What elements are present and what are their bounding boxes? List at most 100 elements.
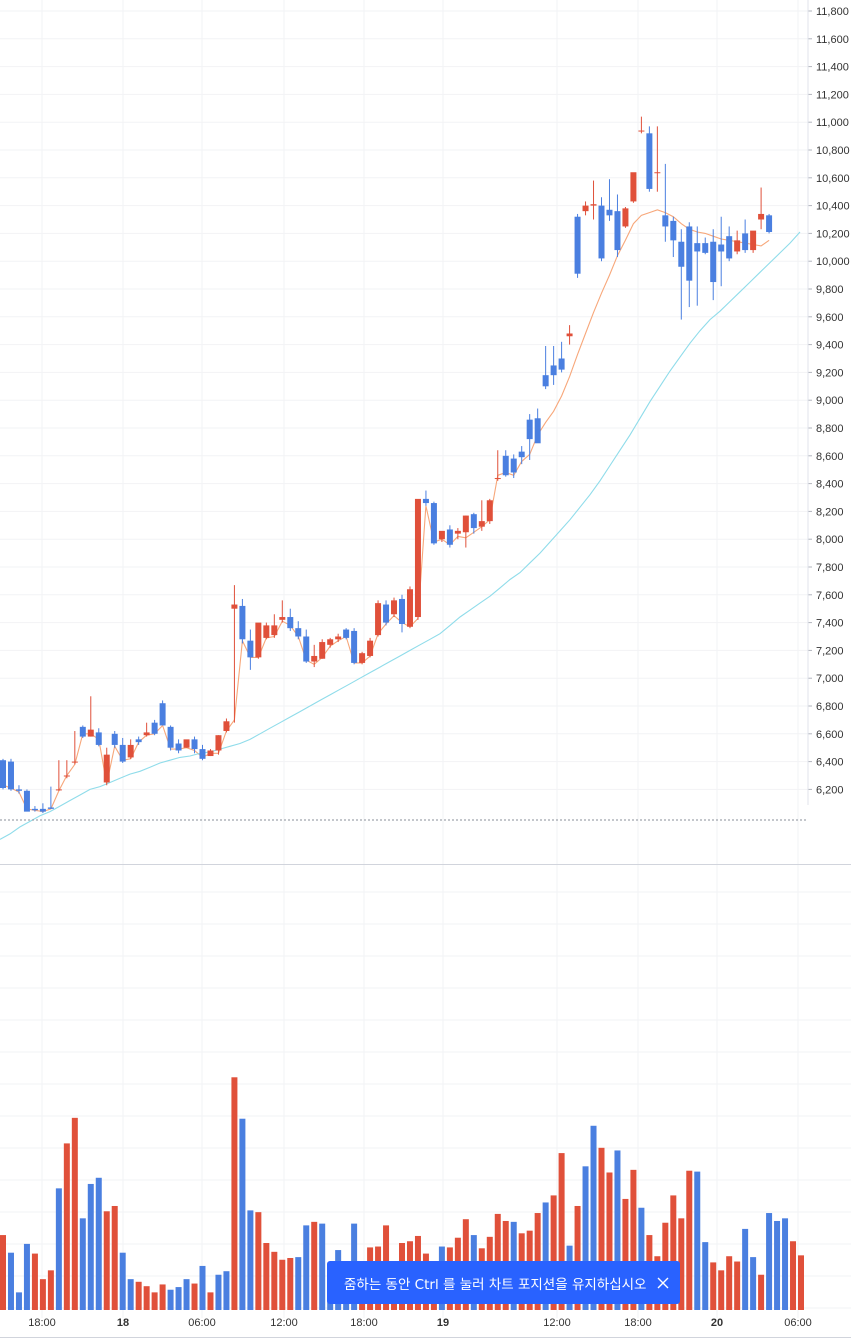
candle (231, 585, 238, 723)
volume-bar (263, 1243, 270, 1310)
volume-bar (574, 1205, 581, 1310)
candle (287, 608, 294, 631)
candle (0, 758, 6, 790)
volume-bar (710, 1262, 717, 1310)
volume-bar (151, 1292, 158, 1310)
candle (526, 414, 533, 460)
candle (119, 737, 126, 763)
price-tick-label: 10,400 (816, 201, 850, 213)
price-axis[interactable]: 11,800 11,600 11,400 11,200 11,000 10,800 10,6… (808, 6, 850, 796)
candle (175, 739, 182, 754)
volume-bar (0, 1235, 6, 1310)
candle-body (207, 750, 214, 757)
candle (726, 226, 733, 262)
price-tick-label: 7,000 (816, 673, 844, 685)
candle-body (263, 625, 270, 638)
candle-body (558, 358, 565, 370)
time-tick-label: 18:00 (28, 1317, 56, 1329)
time-axis[interactable]: 18:00 18 06:00 12:00 18:00 19 12:00 18:00 20 06:0… (28, 1317, 812, 1329)
price-tick-label: 9,400 (816, 340, 844, 352)
volume-bar (287, 1257, 294, 1310)
time-tick-label: 06:00 (188, 1317, 216, 1329)
volume-bar (175, 1287, 182, 1310)
candle-body (271, 625, 278, 636)
price-tick-label: 9,600 (816, 312, 844, 324)
candle-body (734, 240, 741, 252)
candle-body (95, 732, 102, 745)
candle-body (191, 739, 198, 750)
candle-body (0, 760, 6, 789)
price-tick-label: 6,200 (816, 784, 844, 796)
candle (502, 450, 509, 477)
candle-body (367, 640, 374, 656)
candle (327, 637, 334, 648)
volume-bar (135, 1281, 142, 1310)
candle-body (239, 605, 246, 640)
candle (151, 719, 158, 736)
candle-body (574, 216, 581, 274)
candle (319, 639, 326, 659)
candle-body (343, 629, 350, 638)
time-tick-label: 12:00 (270, 1317, 298, 1329)
volume-bar (87, 1183, 94, 1310)
volume-bar (207, 1292, 214, 1310)
candle-body (23, 790, 30, 812)
candle (654, 126, 661, 192)
candle (678, 229, 685, 320)
candle-body (295, 628, 302, 637)
ma-short-line (2, 209, 770, 813)
volume-bar (558, 1153, 565, 1310)
volume-bar (718, 1270, 725, 1310)
candle-body (622, 208, 629, 227)
candle-body (478, 521, 485, 527)
volume-bar (7, 1252, 14, 1310)
candle-body (287, 617, 294, 629)
candle (343, 628, 350, 640)
time-tick-label: 12:00 (543, 1317, 571, 1329)
price-tick-label: 11,400 (816, 62, 849, 74)
candle-body (494, 478, 501, 480)
volume-bar (550, 1195, 557, 1310)
candle-body (550, 365, 557, 376)
candle-body (127, 744, 134, 758)
candle-body (686, 226, 693, 281)
candle-body (502, 455, 509, 476)
candle-body (414, 498, 421, 618)
candle (574, 213, 581, 278)
candle-body (279, 617, 286, 620)
candle-body (662, 215, 669, 227)
volume-bar (47, 1270, 54, 1310)
candle-body (422, 498, 429, 504)
candle (734, 230, 741, 255)
volume-bar (295, 1257, 302, 1310)
candle-body (15, 789, 22, 791)
candle-body (758, 213, 765, 220)
candle (215, 735, 222, 755)
candle (223, 718, 230, 733)
candle-body (175, 743, 182, 751)
candle (255, 622, 262, 659)
candle (510, 454, 517, 479)
candle (263, 622, 270, 640)
candle-body (39, 808, 46, 812)
close-icon[interactable] (646, 1261, 680, 1304)
price-tick-label: 7,800 (816, 562, 844, 574)
candle (23, 789, 30, 812)
candle (303, 629, 310, 663)
volume-bar (255, 1212, 262, 1310)
candle (694, 226, 701, 306)
candle (622, 206, 629, 228)
volume-bar (311, 1221, 318, 1310)
volume-bar (790, 1241, 797, 1310)
volume-bar (742, 1228, 749, 1310)
candle (542, 345, 549, 390)
candle (279, 600, 286, 623)
candle-body (399, 598, 405, 624)
volume-bar (167, 1289, 174, 1310)
price-tick-label: 6,600 (816, 729, 844, 741)
candle-body (119, 744, 126, 762)
price-tick-label: 10,600 (816, 173, 850, 185)
candle (598, 197, 605, 262)
candle (191, 736, 198, 754)
